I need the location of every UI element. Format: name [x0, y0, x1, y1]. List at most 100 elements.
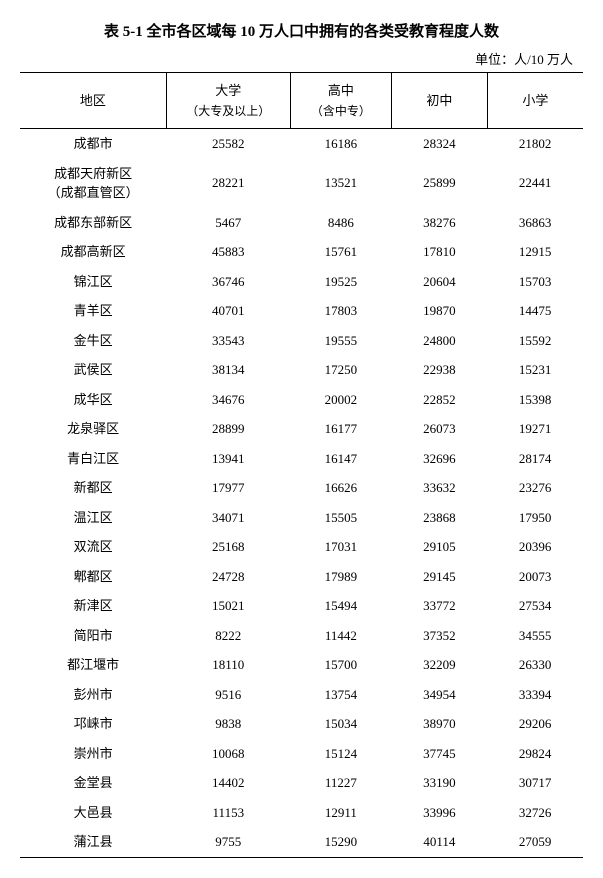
cell-region: 邛崃市 [20, 709, 166, 739]
table-row: 郫都区24728179892914520073 [20, 562, 583, 592]
cell-value-4: 36863 [487, 208, 583, 238]
table-row: 新都区17977166263363223276 [20, 473, 583, 503]
cell-value-4: 27534 [487, 591, 583, 621]
cell-value-2: 17031 [290, 532, 391, 562]
cell-value-3: 33632 [392, 473, 488, 503]
cell-value-3: 25899 [392, 159, 488, 208]
cell-value-1: 25168 [166, 532, 290, 562]
cell-region: 龙泉驿区 [20, 414, 166, 444]
region-sub: （成都直管区） [48, 185, 139, 200]
cell-value-1: 28899 [166, 414, 290, 444]
cell-value-1: 9838 [166, 709, 290, 739]
cell-value-3: 37745 [392, 739, 488, 769]
table-row: 邛崃市9838150343897029206 [20, 709, 583, 739]
cell-value-3: 33996 [392, 798, 488, 828]
cell-value-4: 12915 [487, 237, 583, 267]
col-region: 地区 [20, 73, 166, 129]
cell-value-2: 15761 [290, 237, 391, 267]
cell-value-2: 19555 [290, 326, 391, 356]
table-row: 青白江区13941161473269628174 [20, 444, 583, 474]
cell-region: 崇州市 [20, 739, 166, 769]
cell-region: 郫都区 [20, 562, 166, 592]
cell-value-1: 34071 [166, 503, 290, 533]
cell-value-4: 15231 [487, 355, 583, 385]
cell-region: 成都天府新区 （成都直管区） [20, 159, 166, 208]
cell-value-2: 8486 [290, 208, 391, 238]
cell-value-2: 17803 [290, 296, 391, 326]
table-row: 武侯区38134172502293815231 [20, 355, 583, 385]
table-row: 崇州市10068151243774529824 [20, 739, 583, 769]
cell-region: 成都东部新区 [20, 208, 166, 238]
cell-value-4: 34555 [487, 621, 583, 651]
cell-value-3: 29105 [392, 532, 488, 562]
table-row: 双流区25168170312910520396 [20, 532, 583, 562]
cell-region: 金堂县 [20, 768, 166, 798]
cell-region: 武侯区 [20, 355, 166, 385]
table-row: 成华区34676200022285215398 [20, 385, 583, 415]
cell-value-4: 32726 [487, 798, 583, 828]
cell-value-2: 13754 [290, 680, 391, 710]
cell-value-1: 18110 [166, 650, 290, 680]
table-row: 大邑县11153129113399632726 [20, 798, 583, 828]
cell-value-1: 9516 [166, 680, 290, 710]
cell-value-4: 29824 [487, 739, 583, 769]
cell-value-3: 32209 [392, 650, 488, 680]
cell-value-4: 20396 [487, 532, 583, 562]
cell-value-2: 15505 [290, 503, 391, 533]
cell-value-4: 22441 [487, 159, 583, 208]
table-row: 青羊区40701178031987014475 [20, 296, 583, 326]
table-row: 彭州市9516137543495433394 [20, 680, 583, 710]
cell-value-1: 24728 [166, 562, 290, 592]
table-row: 锦江区36746195252060415703 [20, 267, 583, 297]
table-row: 龙泉驿区28899161772607319271 [20, 414, 583, 444]
cell-value-3: 28324 [392, 129, 488, 159]
table-row: 成都高新区45883157611781012915 [20, 237, 583, 267]
cell-value-4: 21802 [487, 129, 583, 159]
table-row: 金堂县14402112273319030717 [20, 768, 583, 798]
cell-value-4: 26330 [487, 650, 583, 680]
col-university-main: 大学 [215, 83, 241, 98]
cell-region: 蒲江县 [20, 827, 166, 857]
cell-value-4: 17950 [487, 503, 583, 533]
cell-region: 成都市 [20, 129, 166, 159]
table-row: 成都市25582161862832421802 [20, 129, 583, 159]
col-highschool: 高中 （含中专） [290, 73, 391, 129]
cell-region: 锦江区 [20, 267, 166, 297]
cell-value-1: 25582 [166, 129, 290, 159]
cell-value-1: 17977 [166, 473, 290, 503]
cell-value-4: 20073 [487, 562, 583, 592]
cell-region: 温江区 [20, 503, 166, 533]
cell-value-4: 33394 [487, 680, 583, 710]
cell-value-3: 38276 [392, 208, 488, 238]
cell-value-3: 29145 [392, 562, 488, 592]
cell-value-4: 29206 [487, 709, 583, 739]
cell-value-3: 33190 [392, 768, 488, 798]
unit-label: 单位：人/10 万人 [20, 49, 583, 68]
cell-region: 双流区 [20, 532, 166, 562]
cell-region: 大邑县 [20, 798, 166, 828]
cell-value-2: 19525 [290, 267, 391, 297]
cell-region: 新津区 [20, 591, 166, 621]
col-university: 大学 （大专及以上） [166, 73, 290, 129]
cell-value-2: 16177 [290, 414, 391, 444]
cell-region: 都江堰市 [20, 650, 166, 680]
cell-region: 简阳市 [20, 621, 166, 651]
cell-value-1: 14402 [166, 768, 290, 798]
cell-value-2: 15290 [290, 827, 391, 857]
cell-value-2: 16186 [290, 129, 391, 159]
cell-value-2: 17989 [290, 562, 391, 592]
cell-region: 金牛区 [20, 326, 166, 356]
cell-value-2: 17250 [290, 355, 391, 385]
cell-value-1: 38134 [166, 355, 290, 385]
col-highschool-main: 高中 [328, 83, 354, 98]
cell-value-2: 13521 [290, 159, 391, 208]
cell-value-2: 15124 [290, 739, 391, 769]
region-name: 成都天府新区 [54, 166, 132, 181]
col-highschool-sub: （含中专） [311, 104, 371, 118]
cell-value-3: 37352 [392, 621, 488, 651]
cell-region: 成都高新区 [20, 237, 166, 267]
col-junior: 初中 [392, 73, 488, 129]
table-row: 都江堰市18110157003220926330 [20, 650, 583, 680]
cell-value-1: 9755 [166, 827, 290, 857]
cell-value-3: 34954 [392, 680, 488, 710]
